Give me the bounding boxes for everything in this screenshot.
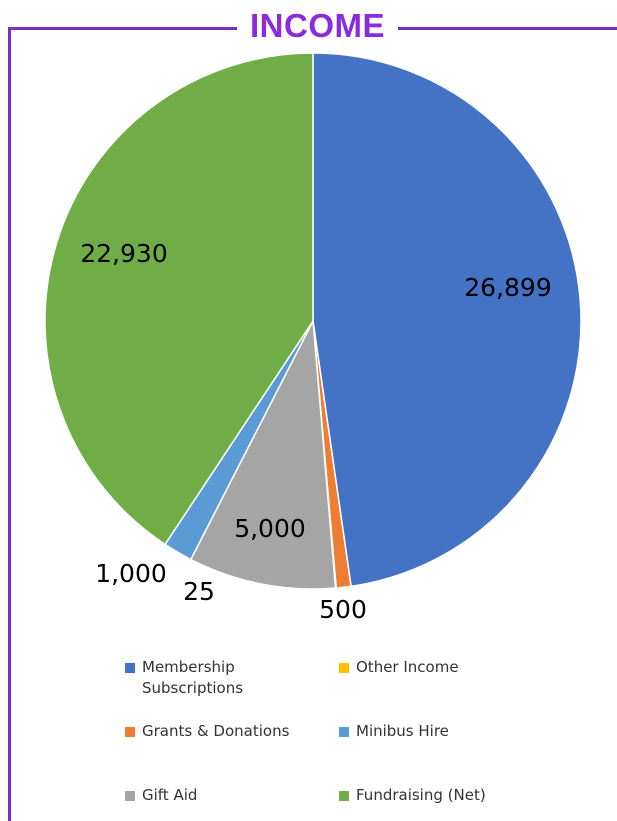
pie-slice-membership-subscriptions bbox=[312, 52, 582, 588]
pie-slices bbox=[44, 52, 582, 590]
data-label-fundraising-net: 22,930 bbox=[80, 239, 167, 268]
data-label-other-income: 25 bbox=[183, 577, 215, 606]
data-label-grants-donations: 500 bbox=[319, 595, 367, 624]
pie-slice-gift-aid bbox=[189, 318, 337, 590]
pie-slice-fundraising-net bbox=[44, 52, 314, 546]
frame-left-line bbox=[8, 27, 11, 821]
data-label-minibus-hire: 1,000 bbox=[95, 559, 167, 588]
data-label-gift-aid: 5,000 bbox=[234, 514, 306, 543]
frame-top-right-line bbox=[398, 27, 617, 30]
pie-data-labels: 26,899 500 25 5,000 1,000 22,930 bbox=[80, 239, 551, 624]
data-label-membership-subscriptions: 26,899 bbox=[464, 273, 551, 302]
frame-top-left-line bbox=[8, 27, 237, 30]
chart-title: INCOME bbox=[250, 7, 385, 44]
